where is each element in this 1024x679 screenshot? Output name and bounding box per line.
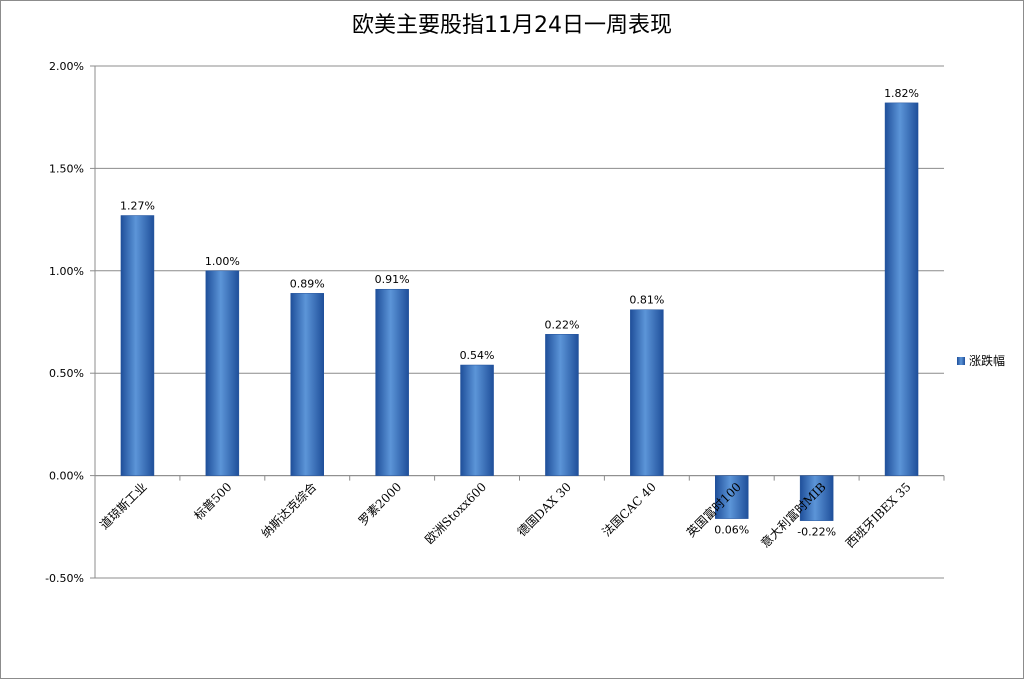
data-label: 0.89%	[290, 277, 325, 290]
x-tick-label: 西班牙IBEX 35	[843, 480, 914, 551]
bar	[799, 475, 834, 521]
x-tick-label: 法国CAC 40	[599, 480, 658, 539]
x-tick-label: 纳斯达克综合	[258, 479, 320, 541]
legend-label: 涨跌幅	[969, 354, 1006, 368]
y-tick-label: 1.50%	[49, 162, 84, 175]
data-label: 0.54%	[460, 349, 495, 362]
legend: 涨跌幅	[957, 352, 1005, 369]
data-label: 0.06%	[714, 524, 749, 537]
bar	[630, 309, 664, 476]
x-tick-label: 德国DAX 30	[514, 479, 574, 539]
bar	[545, 334, 579, 476]
x-tick-labels: 道琼斯工业 标普500 纳斯达克综合 罗素2000 欧洲Stoxx600 德国DAX 30…	[97, 479, 914, 551]
x-tick-label: 罗素2000	[356, 480, 404, 528]
data-label: 1.82%	[884, 87, 919, 100]
y-tick-label: -0.50%	[45, 572, 84, 585]
data-label: 0.22%	[544, 318, 579, 331]
x-tick-label: 道琼斯工业	[97, 479, 150, 532]
legend-swatch	[957, 356, 965, 365]
data-label: 0.81%	[629, 294, 664, 307]
bar	[460, 364, 494, 476]
y-tick-label: 0.00%	[49, 470, 84, 483]
chart-title: 欧美主要股指11月24日一周表现	[352, 13, 672, 38]
y-tick-label: 2.00%	[49, 60, 84, 73]
x-tick-label: 标普500	[191, 480, 234, 523]
x-tick-label: 欧洲Stoxx600	[422, 480, 489, 547]
y-tick-label: 1.00%	[49, 265, 84, 278]
bar	[120, 215, 155, 476]
y-tick-label: 0.50%	[49, 367, 84, 380]
bar	[205, 270, 240, 476]
data-labels: 1.27% 1.00% 0.89% 0.91% 0.54% 0.22% 0.81% 0.06%…	[120, 87, 919, 539]
bar	[290, 293, 324, 476]
y-tick-labels: 2.00% 1.50% 1.00% 0.50% 0.00% -0.50%	[45, 60, 84, 585]
data-label: 1.27%	[120, 200, 155, 213]
data-label: 1.00%	[205, 255, 240, 268]
bar	[884, 102, 919, 476]
data-label: -0.22%	[797, 526, 836, 539]
bar	[375, 288, 409, 476]
data-label: 0.91%	[375, 273, 410, 286]
bar	[715, 475, 749, 519]
bars	[120, 102, 919, 521]
